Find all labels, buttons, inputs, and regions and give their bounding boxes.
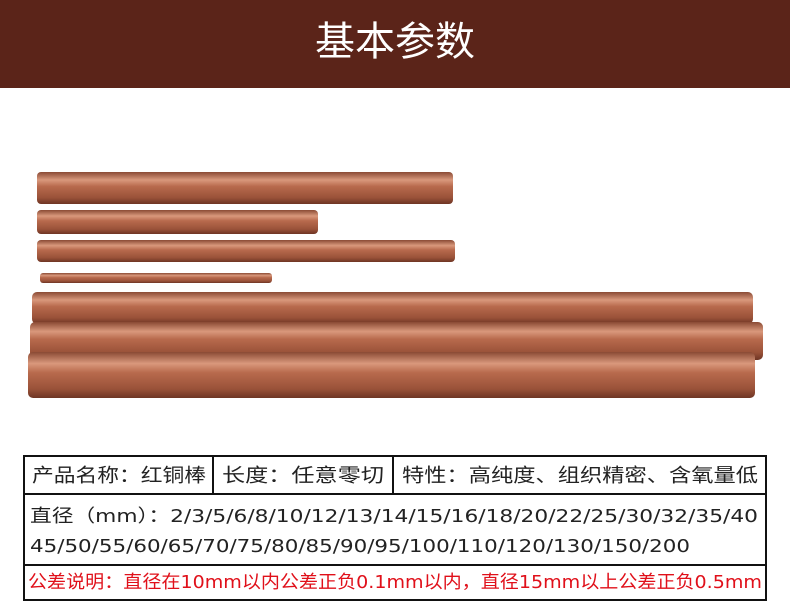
diameter-line: 直径（mm）：2/3/5/6/8/10/12/13/14/15/16/18/20… [30,506,758,527]
tolerance-note: 公差说明：直径在10mm以内公差正负0.1mm以内，直径15mm以上公差正负0.… [28,572,762,593]
header-title: 基本参数 [315,19,475,65]
spec-cell: 产品名称：红铜棒 [32,465,206,487]
spec-cell: 特性：高纯度、组织精密、含氧量低 [402,465,758,487]
rod [37,210,318,234]
rod [28,352,755,398]
rod [32,292,753,324]
rod [37,172,453,204]
rod [30,322,763,360]
header-banner [0,0,790,88]
rod [40,273,272,283]
table-borders [23,455,767,601]
spec-cell: 长度：任意零切 [222,465,384,487]
rod [37,240,455,262]
copper-rods [28,172,763,398]
diameter-line: 45/50/55/60/65/70/75/80/85/90/95/100/110… [30,536,690,557]
